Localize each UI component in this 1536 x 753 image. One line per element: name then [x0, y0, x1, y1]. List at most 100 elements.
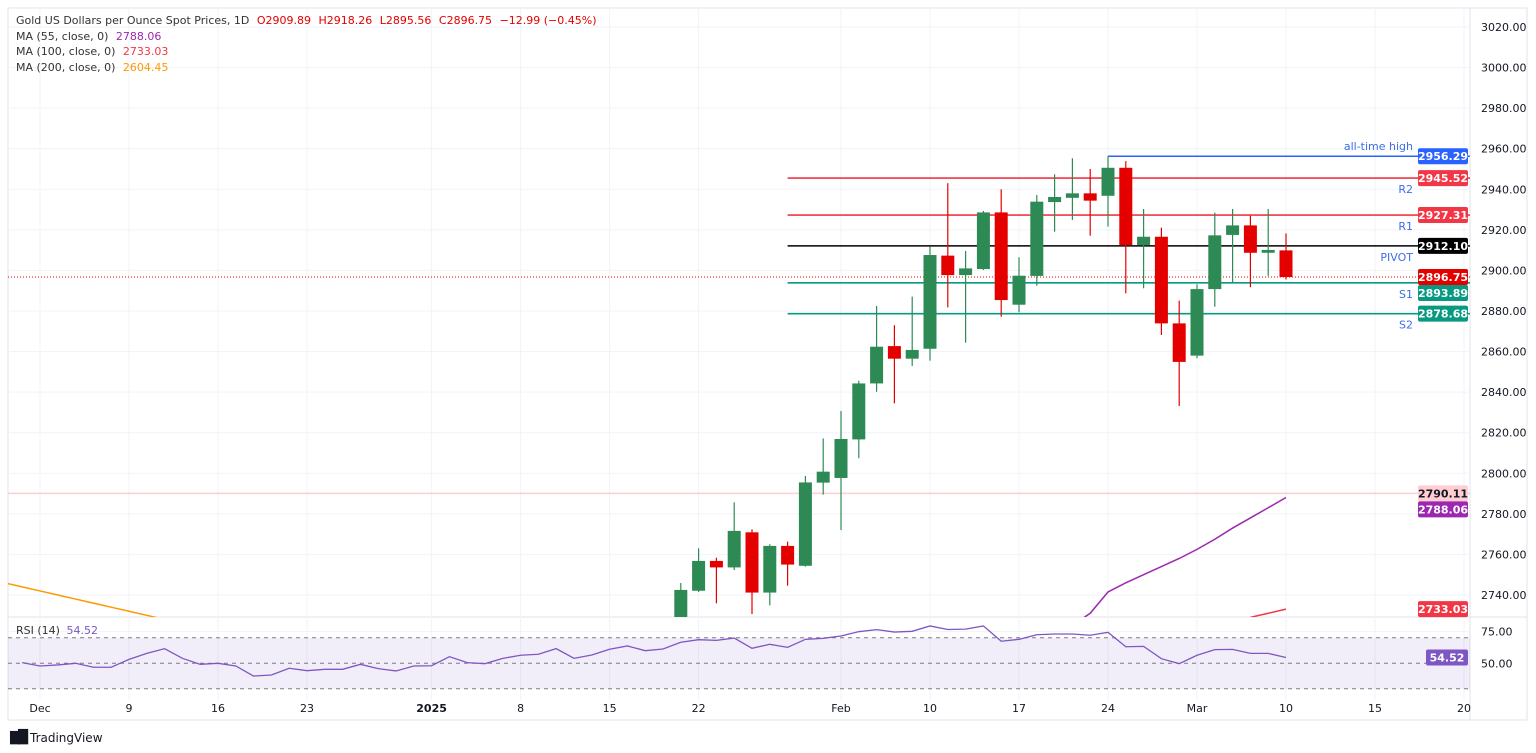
y-tick-label: 2900.00: [1481, 264, 1527, 277]
candle[interactable]: [887, 325, 901, 404]
candle[interactable]: [709, 557, 723, 604]
candle[interactable]: [834, 411, 848, 531]
candle[interactable]: [941, 183, 955, 308]
rsi-tick-label: 50.00: [1481, 657, 1513, 670]
candle-body: [727, 530, 741, 568]
candle[interactable]: [1279, 233, 1293, 280]
level-label: PIVOT: [1380, 251, 1413, 264]
low-value: L2895.56: [379, 14, 432, 27]
candle-body: [1226, 225, 1240, 235]
candle[interactable]: [923, 246, 937, 361]
price-badge-text: 2788.06: [1418, 503, 1468, 516]
y-tick-label: 2880.00: [1481, 305, 1527, 318]
candle[interactable]: [870, 305, 884, 392]
rsi-line[interactable]: [22, 625, 1287, 677]
y-tick-label: 2740.00: [1481, 589, 1527, 602]
rsi-pane[interactable]: [8, 625, 1470, 690]
candle[interactable]: [994, 189, 1008, 317]
moving-average-line[interactable]: [1250, 608, 1287, 617]
ma100-value: 2733.03: [122, 45, 169, 58]
candle[interactable]: [1172, 300, 1186, 406]
candle[interactable]: [1030, 194, 1044, 286]
price-pane[interactable]: all-time high R2 R1 PIVOT S1 S2: [4, 140, 1470, 625]
price-badge-text: 2945.52: [1418, 172, 1468, 185]
price-badge-bg: [1418, 285, 1468, 302]
price-badge-bg: [1418, 601, 1468, 618]
symbol-legend-row: Gold US Dollars per Ounce Spot Prices, 1…: [16, 13, 601, 29]
candle-body: [1012, 275, 1026, 305]
candle[interactable]: [1119, 161, 1133, 294]
y-tick-label: 2860.00: [1481, 346, 1527, 359]
candle[interactable]: [1243, 215, 1257, 288]
candle[interactable]: [781, 541, 795, 586]
x-tick-label: Feb: [831, 702, 850, 715]
candle[interactable]: [692, 548, 706, 592]
ma100-legend-row[interactable]: MA (100, close, 0) 2733.03: [16, 44, 601, 60]
candle[interactable]: [852, 380, 866, 459]
candle[interactable]: [959, 250, 973, 343]
candle-body: [1243, 225, 1257, 253]
x-tick-label: 9: [126, 702, 133, 715]
rsi-badge: 54.52: [1426, 649, 1468, 666]
open-value: O2909.89: [256, 14, 311, 27]
candle[interactable]: [1208, 212, 1222, 307]
level-label: R1: [1398, 220, 1413, 233]
candle[interactable]: [1083, 169, 1097, 236]
price-badge-text: 2790.11: [1418, 487, 1468, 500]
candle[interactable]: [745, 529, 759, 615]
chart-frame: [7, 7, 1528, 721]
moving-average-line[interactable]: [1072, 496, 1287, 626]
candle[interactable]: [976, 210, 990, 271]
rsi-legend[interactable]: RSI (14) 54.52: [16, 624, 98, 637]
price-badge-bg: [1418, 269, 1468, 286]
candle[interactable]: [1101, 156, 1115, 227]
y-tick-label: 2780.00: [1481, 508, 1527, 521]
candle-body: [1261, 249, 1275, 253]
y-tick-label: 2960.00: [1481, 143, 1527, 156]
ma200-legend-row[interactable]: MA (200, close, 0) 2604.45: [16, 60, 601, 76]
candle-body: [1208, 235, 1222, 290]
candle[interactable]: [1261, 208, 1275, 276]
change-value: −12.99 (−0.45%): [499, 14, 597, 27]
ma200-label: MA (200, close, 0): [16, 60, 116, 74]
candle[interactable]: [1137, 208, 1151, 289]
x-tick-label: 15: [603, 702, 617, 715]
candle-body: [1154, 236, 1168, 324]
x-tick-label: 10: [1279, 702, 1293, 715]
y-tick-label: 2980.00: [1481, 102, 1527, 115]
price-badge-bg: [1418, 207, 1468, 224]
candle[interactable]: [798, 475, 812, 567]
moving-average-line[interactable]: [4, 582, 164, 620]
candle-body: [1190, 289, 1204, 356]
candle[interactable]: [727, 502, 741, 571]
candle[interactable]: [1048, 174, 1062, 232]
ma55-legend-row[interactable]: MA (55, close, 0) 2788.06: [16, 29, 601, 45]
candle-body: [674, 589, 688, 617]
candle[interactable]: [905, 296, 919, 366]
candle[interactable]: [763, 544, 777, 606]
candle[interactable]: [1190, 284, 1204, 359]
rsi-badge-text: 54.52: [1430, 652, 1465, 665]
candle[interactable]: [1226, 208, 1240, 282]
x-tick-label: 24: [1101, 702, 1115, 715]
candle[interactable]: [1154, 227, 1168, 335]
tradingview-wordmark: TradingView: [30, 730, 103, 745]
x-tick-label: 16: [211, 702, 225, 715]
candle[interactable]: [1012, 257, 1026, 313]
candle[interactable]: [674, 583, 688, 625]
tradingview-branding[interactable]: ▇█ TradingView: [10, 730, 103, 745]
x-tick-label: 20: [1457, 702, 1471, 715]
price-badge-bg: [1418, 485, 1468, 502]
x-tick-label: Mar: [1187, 702, 1208, 715]
price-badge: 2896.75: [1418, 269, 1468, 286]
candle[interactable]: [1065, 158, 1079, 220]
candle[interactable]: [816, 438, 830, 495]
y-tick-label: 2760.00: [1481, 548, 1527, 561]
rsi-label: RSI (14): [16, 624, 60, 637]
x-tick-label: 23: [300, 702, 314, 715]
price-badge-text: 2956.29: [1418, 150, 1468, 163]
ma200-value: 2604.45: [122, 60, 169, 74]
candle-body: [1101, 167, 1115, 196]
price-badge-text: 2912.10: [1418, 240, 1468, 253]
